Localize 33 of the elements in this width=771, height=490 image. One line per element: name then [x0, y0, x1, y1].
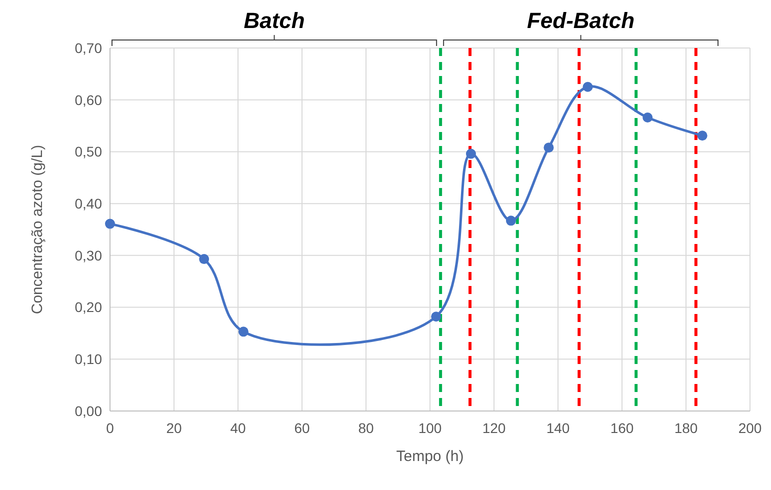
- x-tick-label: 60: [294, 420, 310, 436]
- x-tick-label: 40: [230, 420, 246, 436]
- point: [642, 112, 653, 122]
- point: [544, 142, 554, 153]
- point: [582, 82, 593, 92]
- x-tick-label: 80: [358, 420, 374, 436]
- point: [238, 326, 248, 337]
- point: [199, 254, 210, 264]
- y-tick-label: 0,60: [74, 92, 102, 108]
- y-tick-label: 0,20: [74, 299, 102, 316]
- y-tick-label: 0,10: [74, 351, 102, 368]
- x-tick-label: 0: [106, 420, 114, 436]
- x-tick-label: 100: [418, 420, 442, 436]
- y-tick-label: 0,50: [74, 144, 102, 160]
- x-axis-title: Tempo (h): [396, 448, 464, 465]
- y-tick-label: 0,70: [74, 40, 102, 56]
- x-tick-label: 140: [546, 420, 570, 436]
- y-tick-label: 0,30: [74, 247, 102, 264]
- x-tick-label: 20: [166, 420, 182, 436]
- point: [506, 216, 516, 226]
- x-tick-label: 160: [610, 420, 634, 436]
- point: [697, 130, 708, 141]
- x-tick-label: 200: [738, 420, 762, 436]
- x-tick-label: 180: [674, 420, 698, 436]
- text: Batch: [244, 8, 305, 33]
- point: [431, 312, 442, 322]
- point: [466, 148, 476, 159]
- y-axis-title: Concentração azoto (g/L): [29, 144, 46, 314]
- point: [105, 218, 115, 229]
- y-tick-label: 0,00: [74, 402, 102, 419]
- text: Fed-Batch: [527, 8, 635, 33]
- y-tick-label: 0,40: [74, 195, 102, 212]
- x-tick-label: 120: [482, 420, 506, 436]
